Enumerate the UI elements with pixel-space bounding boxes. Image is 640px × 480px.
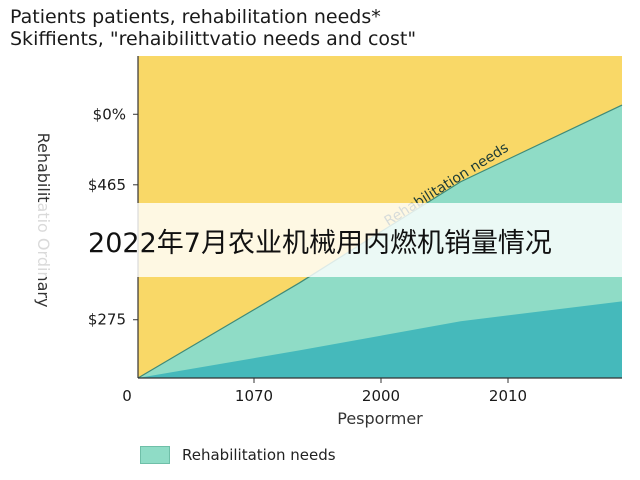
banner-text: 2022年7月农业机械用内燃机销量情况 [88,227,552,259]
legend-swatch [140,446,170,464]
legend: Rehabilitation needs [140,446,336,464]
lower-band-area [138,301,622,378]
y-tick-label: $275 [88,311,126,329]
x-tick-label: 1070 [235,387,273,405]
x-tick-label: 2010 [489,387,527,405]
y-tick-label: $465 [88,176,126,194]
x-tick-label: 0 [122,387,132,405]
title-line-2: Skiffients, "rehaibilittvatio needs and … [10,28,417,50]
title-line-1: Patients patients, rehabilitation needs* [10,6,381,28]
legend-label: Rehabilitation needs [182,446,336,464]
chart-title: Patients patients, rehabilitation needs*… [10,6,416,50]
x-axis-title: Pespormer [337,409,423,428]
overlay-banner: 2022年7月农业机械用内燃机销量情况 [0,203,640,277]
x-tick-label: 2000 [362,387,400,405]
y-tick-label: $0% [93,105,126,123]
